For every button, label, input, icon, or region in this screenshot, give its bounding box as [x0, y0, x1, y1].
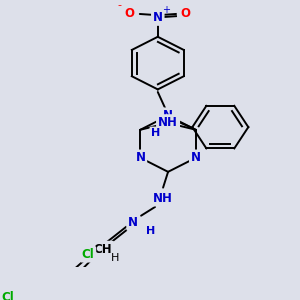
- Text: +: +: [162, 5, 170, 16]
- Text: N: N: [191, 151, 201, 164]
- Text: CH: CH: [94, 242, 112, 256]
- Text: NH: NH: [158, 116, 178, 129]
- Text: Cl: Cl: [82, 248, 94, 261]
- Text: H: H: [151, 128, 160, 138]
- Text: O: O: [181, 8, 191, 20]
- Text: NH: NH: [158, 116, 178, 129]
- Text: O: O: [125, 8, 135, 20]
- Text: Cl: Cl: [2, 291, 14, 300]
- Text: -: -: [118, 0, 122, 10]
- Text: H: H: [111, 253, 119, 263]
- Text: N: N: [153, 11, 163, 24]
- Text: N: N: [135, 151, 146, 164]
- Text: N: N: [163, 109, 173, 122]
- Text: H: H: [146, 226, 156, 236]
- Text: NH: NH: [153, 192, 173, 205]
- Text: N: N: [128, 216, 138, 229]
